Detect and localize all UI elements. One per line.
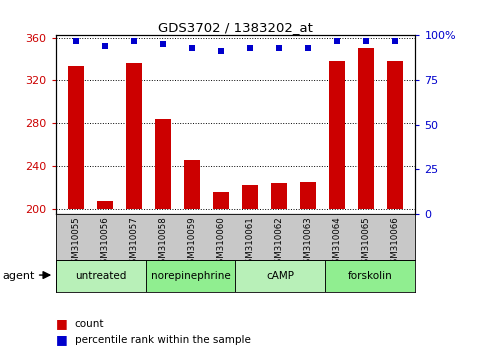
Text: ■: ■ [56,318,67,330]
Text: GSM310057: GSM310057 [129,216,139,269]
Bar [329,61,345,209]
Bar [68,67,84,209]
Text: GSM310055: GSM310055 [71,216,80,269]
Bar [145,260,236,292]
Text: GSM310065: GSM310065 [362,216,370,269]
Text: agent: agent [2,271,35,281]
Text: GSM310062: GSM310062 [274,216,284,269]
Text: forskolin: forskolin [348,271,393,281]
Bar [236,260,326,292]
Bar [213,192,229,209]
Text: GSM310058: GSM310058 [158,216,168,269]
Text: count: count [75,319,104,329]
Bar [155,119,171,209]
Bar [358,48,374,209]
Text: GSM310059: GSM310059 [187,216,197,269]
Text: GSM310056: GSM310056 [100,216,109,269]
Text: GSM310064: GSM310064 [332,216,341,269]
Text: GSM310063: GSM310063 [303,216,313,269]
Text: norepinephrine: norepinephrine [151,271,230,281]
Text: ■: ■ [56,333,67,346]
Bar [242,185,258,209]
Bar [300,182,316,209]
Bar [56,260,145,292]
Bar [326,260,415,292]
Bar [97,201,113,209]
Title: GDS3702 / 1383202_at: GDS3702 / 1383202_at [158,21,313,34]
Text: percentile rank within the sample: percentile rank within the sample [75,335,251,345]
Text: GSM310066: GSM310066 [391,216,399,269]
Bar [387,61,403,209]
Bar [184,160,200,209]
Text: untreated: untreated [75,271,126,281]
Bar [271,183,287,209]
Text: GSM310061: GSM310061 [245,216,255,269]
Bar [126,63,142,209]
Text: cAMP: cAMP [267,271,295,281]
Text: GSM310060: GSM310060 [216,216,226,269]
